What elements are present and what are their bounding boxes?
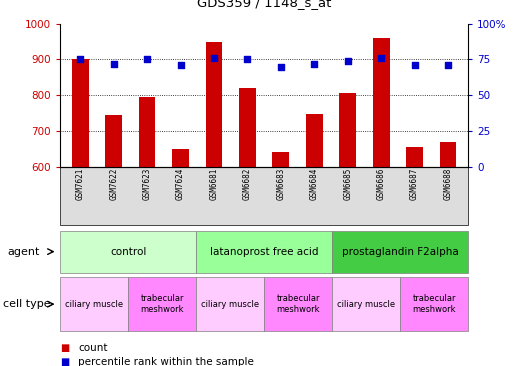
Point xyxy=(377,55,385,61)
Point xyxy=(210,55,218,61)
Bar xyxy=(373,38,390,167)
Point xyxy=(109,61,118,67)
Point xyxy=(411,62,419,68)
Point xyxy=(143,56,151,62)
Bar xyxy=(105,115,122,167)
Point xyxy=(310,61,319,67)
Bar xyxy=(139,97,155,167)
Text: ■: ■ xyxy=(60,356,70,366)
Text: prostaglandin F2alpha: prostaglandin F2alpha xyxy=(342,247,459,257)
Text: latanoprost free acid: latanoprost free acid xyxy=(210,247,319,257)
Text: GDS359 / 1148_s_at: GDS359 / 1148_s_at xyxy=(197,0,331,9)
Text: ciliary muscle: ciliary muscle xyxy=(337,300,395,309)
Bar xyxy=(406,147,423,167)
Bar xyxy=(72,59,88,167)
Bar xyxy=(306,114,323,167)
Text: agent: agent xyxy=(8,247,40,257)
Bar xyxy=(239,88,256,167)
Text: trabecular
meshwork: trabecular meshwork xyxy=(140,294,184,314)
Text: ■: ■ xyxy=(60,343,70,354)
Bar xyxy=(272,152,289,167)
Bar xyxy=(206,42,222,167)
Point xyxy=(76,56,84,62)
Text: count: count xyxy=(78,343,108,354)
Text: control: control xyxy=(110,247,146,257)
Bar xyxy=(440,142,457,167)
Point xyxy=(344,58,352,64)
Text: trabecular
meshwork: trabecular meshwork xyxy=(276,294,320,314)
Text: ciliary muscle: ciliary muscle xyxy=(65,300,123,309)
Point xyxy=(243,56,252,62)
Text: cell type: cell type xyxy=(3,299,50,309)
Bar xyxy=(339,93,356,167)
Text: ciliary muscle: ciliary muscle xyxy=(201,300,259,309)
Point xyxy=(176,62,185,68)
Bar xyxy=(172,149,189,167)
Text: percentile rank within the sample: percentile rank within the sample xyxy=(78,356,254,366)
Text: trabecular
meshwork: trabecular meshwork xyxy=(412,294,456,314)
Point xyxy=(277,64,285,70)
Point xyxy=(444,62,452,68)
